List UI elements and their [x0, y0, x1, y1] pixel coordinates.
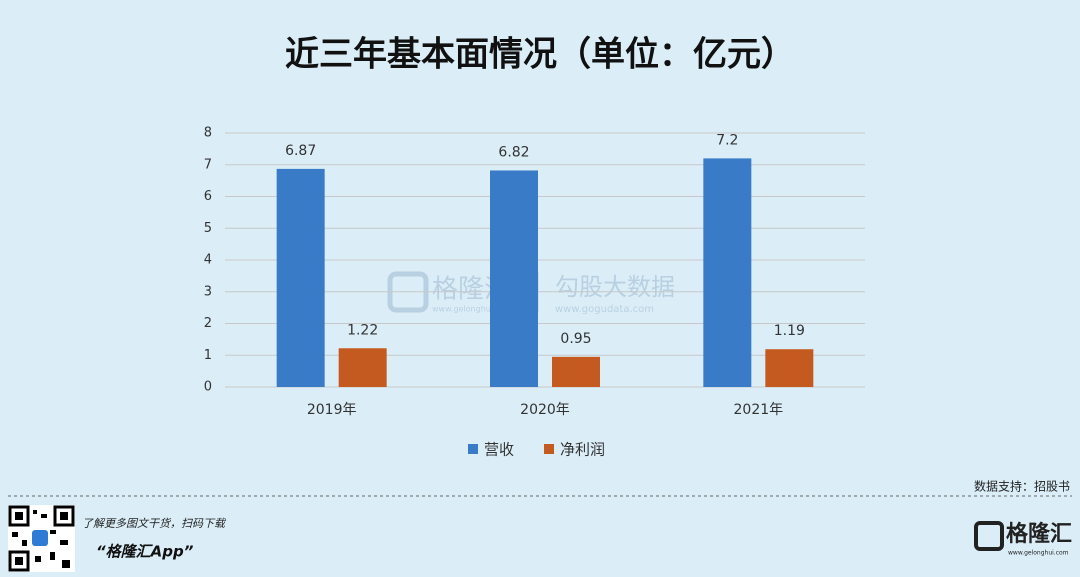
bar	[338, 348, 387, 387]
logo-text: 格隆汇	[1006, 521, 1072, 547]
y-tick-label: 4	[204, 253, 212, 268]
y-tick-label: 8	[204, 126, 212, 141]
bar	[490, 170, 538, 387]
bar	[703, 158, 752, 387]
watermark-data-url: www.gogudata.com	[555, 304, 654, 315]
data-label: 6.82	[498, 144, 529, 160]
data-label: 1.19	[774, 323, 805, 339]
logo-icon	[974, 521, 1004, 551]
watermark-data-brand: 勾股大数据	[555, 273, 675, 301]
y-tick-label: 5	[204, 221, 212, 236]
qr-code	[8, 505, 75, 572]
legend-label: 营收	[484, 441, 514, 459]
bar	[276, 168, 325, 387]
y-tick-label: 2	[204, 316, 212, 331]
data-label: 0.95	[560, 331, 591, 347]
bar	[765, 349, 814, 387]
y-tick-label: 6	[204, 189, 212, 204]
legend-swatch	[544, 444, 555, 454]
data-label: 1.22	[347, 322, 378, 338]
legend-label: 净利润	[560, 441, 605, 459]
legend-swatch	[468, 444, 478, 454]
data-label: 7.2	[716, 132, 738, 148]
y-tick-label: 7	[204, 157, 212, 172]
logo-url: www.gelonghui.com	[1008, 550, 1069, 557]
source: 数据支持：招股书	[974, 479, 1070, 494]
footer-prompt: 了解更多图文干货，扫码下载	[82, 517, 227, 530]
y-tick-label: 0	[204, 380, 212, 395]
x-tick-label: 2019年	[307, 402, 357, 418]
y-tick-label: 3	[204, 284, 212, 299]
bar	[552, 356, 600, 387]
x-tick-label: 2021年	[734, 402, 784, 418]
x-tick-label: 2020年	[520, 402, 570, 418]
footer-app: “格隆汇App”	[96, 543, 194, 561]
data-label: 6.87	[285, 143, 316, 159]
y-tick-label: 1	[204, 348, 212, 363]
chart-title: 近三年基本面情况（单位：亿元）	[285, 35, 795, 75]
watermark-url: www.gelonghui.com	[432, 305, 513, 314]
